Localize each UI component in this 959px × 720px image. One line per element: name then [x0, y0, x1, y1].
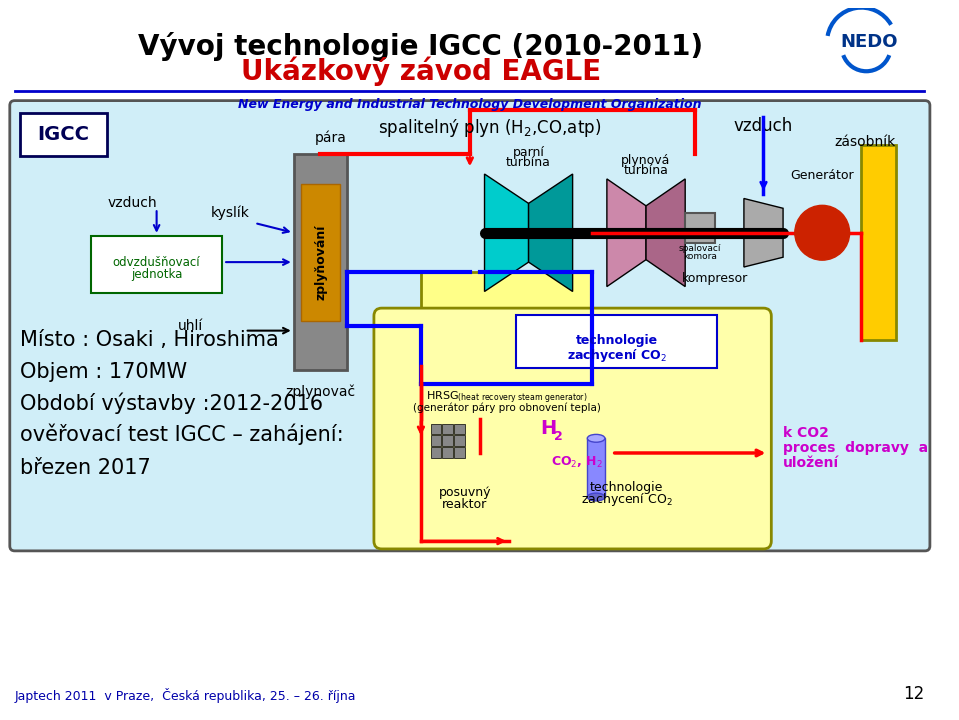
Bar — [442, 447, 454, 458]
Bar — [455, 447, 465, 458]
Text: k CO2: k CO2 — [784, 426, 829, 441]
Text: NEDO: NEDO — [840, 33, 898, 51]
Text: spalitelný plyn (H$_2$,CO,atp): spalitelný plyn (H$_2$,CO,atp) — [378, 117, 601, 139]
Text: New Energy and Industrial Technology Development Organization: New Energy and Industrial Technology Dev… — [238, 98, 702, 111]
Text: IGCC: IGCC — [37, 125, 89, 145]
Text: reaktor: reaktor — [442, 498, 487, 511]
Text: zplynovač: zplynovač — [286, 384, 356, 399]
Text: zplyňování: zplyňování — [314, 225, 327, 300]
Bar — [442, 423, 454, 434]
Text: zachycení CO$_2$: zachycení CO$_2$ — [580, 492, 672, 508]
Text: Místo : Osaki , Hiroshima: Místo : Osaki , Hiroshima — [19, 330, 278, 351]
Text: odvzdušňovací: odvzdušňovací — [113, 256, 200, 269]
Text: technologie: technologie — [590, 481, 663, 494]
Bar — [587, 438, 605, 497]
Text: 12: 12 — [902, 685, 924, 703]
FancyBboxPatch shape — [516, 315, 717, 368]
Text: Vývoj technologie IGCC (2010-2011): Vývoj technologie IGCC (2010-2011) — [138, 32, 704, 61]
Text: Ukázkový závod EAGLE: Ukázkový závod EAGLE — [241, 57, 601, 86]
FancyBboxPatch shape — [19, 113, 106, 156]
Bar — [421, 272, 593, 384]
Bar — [301, 184, 339, 321]
Ellipse shape — [587, 493, 605, 501]
Text: spalovací: spalovací — [679, 245, 721, 253]
Text: CO$_2$, H$_2$: CO$_2$, H$_2$ — [551, 455, 603, 470]
Polygon shape — [646, 179, 685, 287]
Text: HRSG$_{\rm (heat\ recovery\ steam\ generator)}$: HRSG$_{\rm (heat\ recovery\ steam\ gener… — [426, 390, 587, 406]
Text: turbína: turbína — [506, 156, 551, 169]
Bar — [431, 447, 441, 458]
Text: Generátor: Generátor — [790, 169, 854, 182]
Text: (generátor páry pro obnovení tepla): (generátor páry pro obnovení tepla) — [412, 402, 600, 413]
Text: zásobník: zásobník — [834, 135, 896, 149]
Polygon shape — [484, 174, 528, 292]
Text: vzduch: vzduch — [734, 117, 793, 135]
FancyBboxPatch shape — [374, 308, 771, 549]
FancyBboxPatch shape — [10, 101, 930, 551]
Text: uhlí: uhlí — [178, 319, 203, 333]
Bar — [861, 145, 896, 341]
Text: vzduch: vzduch — [107, 197, 157, 210]
Bar — [442, 436, 454, 446]
Text: kyslík: kyslík — [211, 206, 249, 220]
Text: Objem : 170MW: Objem : 170MW — [19, 361, 187, 382]
Text: ověřovací test IGCC – zahájení:: ověřovací test IGCC – zahájení: — [19, 423, 343, 445]
Circle shape — [795, 205, 850, 260]
Bar — [455, 436, 465, 446]
Text: technologie: technologie — [575, 334, 658, 347]
Ellipse shape — [587, 434, 605, 442]
Text: 2: 2 — [553, 430, 562, 443]
Text: kompresor: kompresor — [682, 272, 748, 285]
Bar — [431, 436, 441, 446]
Bar — [293, 155, 347, 370]
Polygon shape — [607, 179, 646, 287]
Text: plynová: plynová — [621, 154, 670, 167]
Text: H: H — [540, 419, 556, 438]
Text: březen 2017: březen 2017 — [19, 458, 151, 477]
Text: komora: komora — [683, 252, 716, 261]
Text: parní: parní — [513, 146, 545, 159]
Text: proces  dopravy  a: proces dopravy a — [784, 441, 928, 455]
Bar — [431, 423, 441, 434]
Polygon shape — [744, 199, 784, 267]
Bar — [455, 423, 465, 434]
Bar — [685, 213, 714, 243]
Text: posuvný: posuvný — [438, 486, 491, 499]
Text: jednotka: jednotka — [131, 269, 182, 282]
Text: zachycení CO$_2$: zachycení CO$_2$ — [567, 346, 667, 364]
Text: uložení: uložení — [784, 456, 839, 469]
Text: pára: pára — [315, 130, 346, 145]
FancyBboxPatch shape — [91, 235, 222, 294]
Text: Období výstavby :2012-2016: Období výstavby :2012-2016 — [19, 392, 322, 414]
Text: Japtech 2011  v Praze,  Česká republika, 25. – 26. října: Japtech 2011 v Praze, Česká republika, 2… — [14, 688, 356, 703]
Text: turbína: turbína — [623, 164, 668, 177]
Polygon shape — [528, 174, 573, 292]
